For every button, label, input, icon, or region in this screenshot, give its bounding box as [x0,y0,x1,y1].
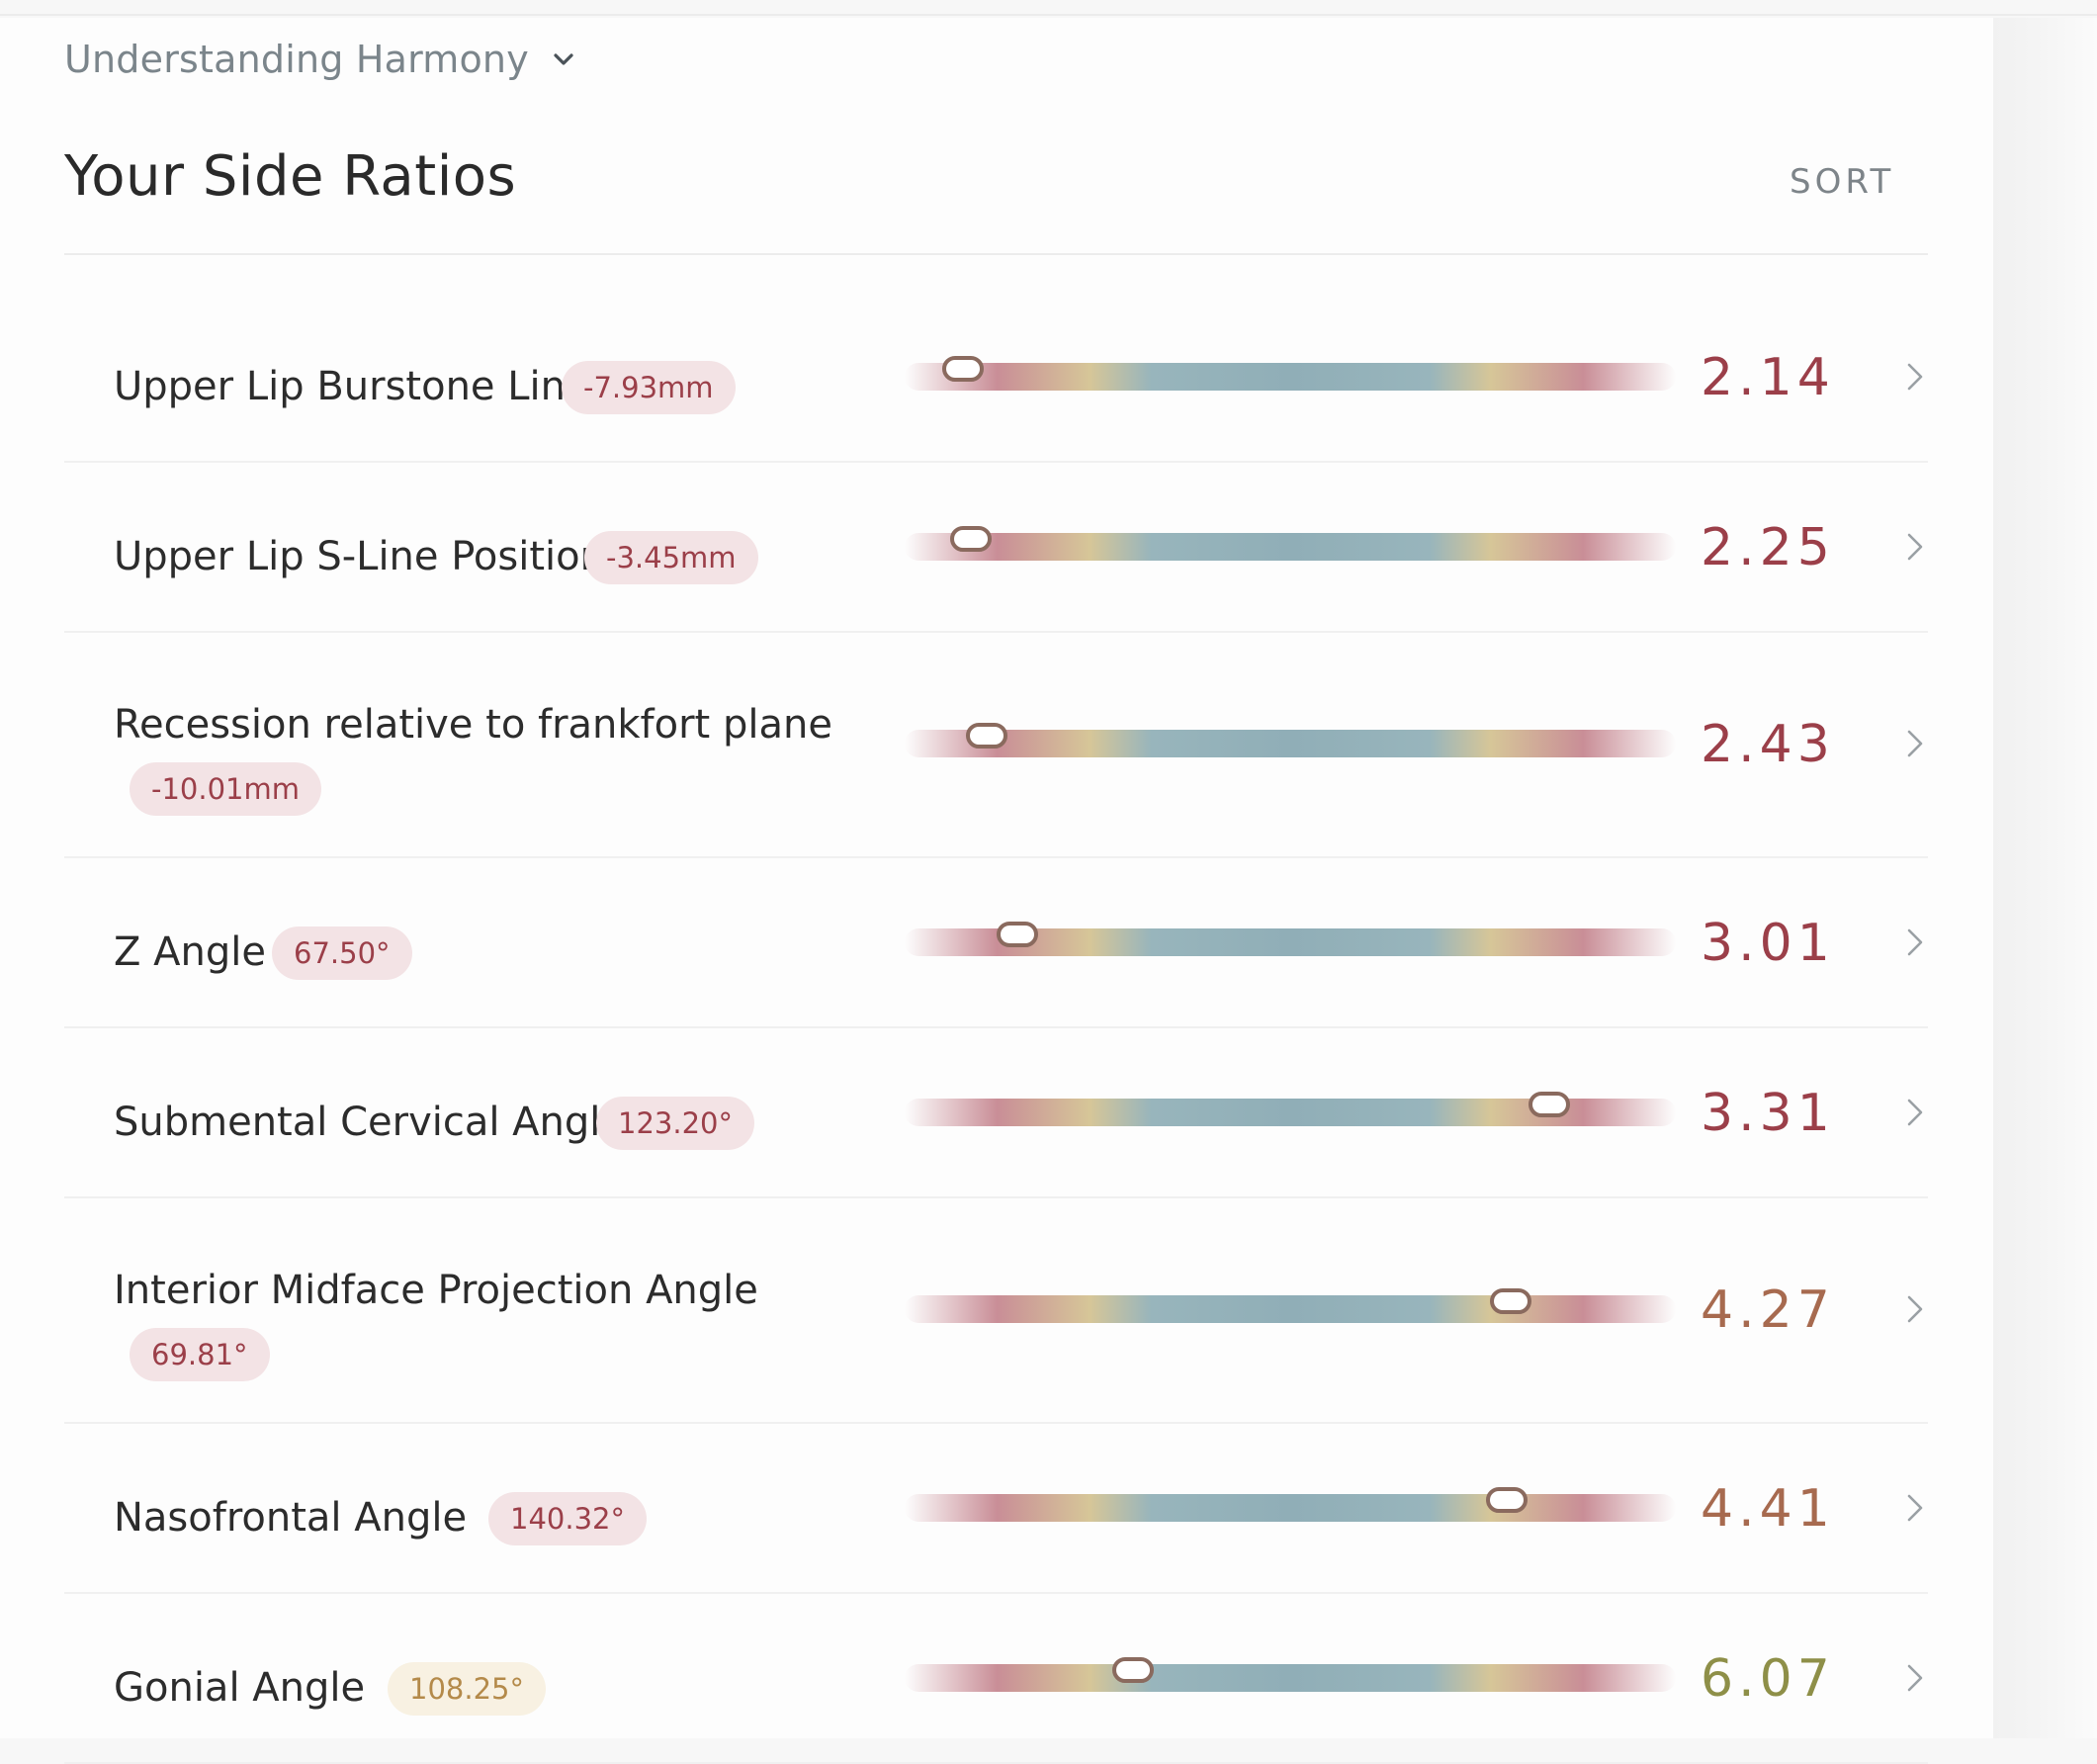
ratio-name: Nasofrontal Angle [114,1495,468,1541]
page-title: Your Side Ratios [64,144,517,209]
ratio-score: 3.01 [1701,914,1835,973]
ratio-name: Submental Cervical Angle [114,1100,626,1145]
ratio-list: Upper Lip Burstone Line -7.93mm 2.14 Upper … [64,293,1928,1764]
scale-position-marker [997,922,1038,947]
scale-position-marker [1112,1657,1154,1683]
ratio-name: Upper Lip S-Line Position [114,534,605,579]
measurement-badge: 140.32° [488,1492,647,1545]
ratio-row[interactable]: Nasofrontal Angle 140.32° 4.41 [64,1424,1928,1594]
ratio-score: 2.43 [1701,715,1835,774]
title-divider [64,253,1928,255]
ratio-name: Recession relative to frankfort plane [114,702,832,748]
harmony-scale-bar [905,1288,1676,1323]
ratio-name: Upper Lip Burstone Line [114,364,590,409]
ratio-row[interactable]: Interior Midface Projection Angle 69.81° 4… [64,1198,1928,1424]
measurement-badge: -10.01mm [130,762,321,816]
ratio-score: 4.27 [1701,1280,1835,1340]
ratio-score: 3.31 [1701,1084,1835,1143]
chevron-right-icon[interactable] [1905,925,1925,960]
scale-position-marker [1490,1288,1531,1314]
chevron-right-icon[interactable] [1905,359,1925,395]
scale-position-marker [966,723,1007,749]
measurement-badge: -7.93mm [562,361,736,414]
measurement-badge: 108.25° [388,1662,546,1716]
top-divider [0,14,2097,16]
harmony-scale-bar [905,1092,1676,1126]
scale-position-marker [950,526,992,552]
chevron-right-icon[interactable] [1905,1660,1925,1696]
ratio-row[interactable]: Gonial Angle 108.25° 6.07 [64,1594,1928,1764]
ratio-score: 2.14 [1701,348,1835,407]
ratio-score: 6.07 [1701,1649,1835,1709]
ratio-row[interactable]: Upper Lip Burstone Line -7.93mm 2.14 [64,293,1928,463]
measurement-badge: 69.81° [130,1328,270,1381]
harmony-scale-bar [905,922,1676,956]
side-ratios-panel: Understanding Harmony Your Side Ratios S… [0,18,1993,1764]
ratio-row[interactable]: Z Angle 67.50° 3.01 [64,858,1928,1028]
ratio-row[interactable]: Recession relative to frankfort plane -10… [64,633,1928,858]
chevron-right-icon[interactable] [1905,1095,1925,1130]
harmony-scale-bar [905,723,1676,757]
scale-position-marker [1529,1092,1570,1117]
ratio-row[interactable]: Submental Cervical Angle 123.20° 3.31 [64,1028,1928,1198]
harmony-scale-bar [905,1487,1676,1522]
ratio-name: Z Angle [114,929,266,975]
understanding-harmony-label: Understanding Harmony [64,38,529,81]
ratio-score: 4.41 [1701,1479,1835,1539]
scale-position-marker [1486,1487,1528,1513]
ratio-name: Interior Midface Projection Angle [114,1268,758,1313]
ratio-name: Gonial Angle [114,1665,366,1711]
measurement-badge: -3.45mm [584,531,758,584]
chevron-right-icon[interactable] [1905,529,1925,565]
harmony-scale-bar [905,526,1676,561]
chevron-right-icon[interactable] [1905,1291,1925,1327]
understanding-harmony-toggle[interactable]: Understanding Harmony [64,38,576,81]
measurement-badge: 123.20° [596,1097,754,1150]
ratio-score: 2.25 [1701,518,1835,577]
ratio-row[interactable]: Upper Lip S-Line Position -3.45mm 2.25 [64,463,1928,633]
chevron-right-icon[interactable] [1905,726,1925,761]
measurement-badge: 67.50° [272,926,412,980]
right-edge-shadow [1993,18,2097,1738]
harmony-scale-bar [905,356,1676,391]
harmony-scale-bar [905,1657,1676,1692]
sort-button[interactable]: SORT [1790,162,1895,202]
chevron-down-icon [554,53,573,65]
chevron-right-icon[interactable] [1905,1490,1925,1526]
scale-position-marker [942,356,984,382]
